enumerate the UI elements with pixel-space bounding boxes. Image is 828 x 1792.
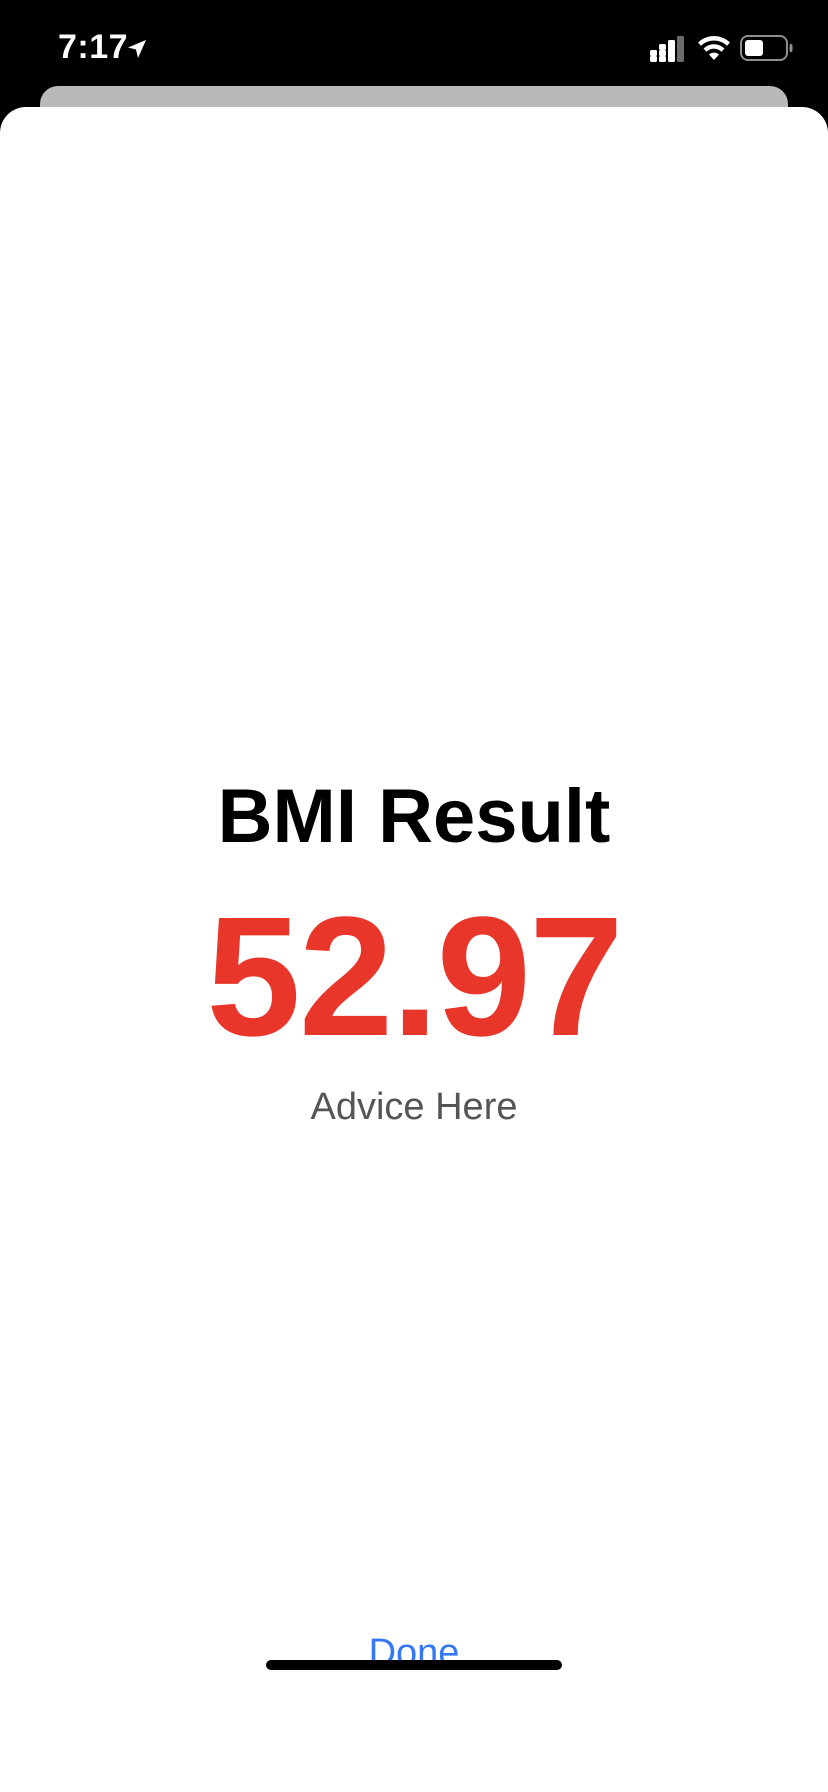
- page-title: BMI Result: [217, 774, 611, 859]
- result-sheet: BMI Result 52.97 Advice Here Done: [0, 107, 828, 1792]
- home-indicator: [266, 1660, 562, 1670]
- location-arrow-icon: [128, 40, 146, 58]
- advice-text: Advice Here: [310, 1086, 518, 1128]
- status-bar: 7:17: [0, 0, 828, 100]
- wifi-icon: [698, 36, 730, 60]
- done-button[interactable]: Done: [314, 1623, 514, 1683]
- cellular-signal-icon: [650, 36, 684, 62]
- bmi-value: 52.97: [206, 882, 623, 1072]
- status-time: 7:17: [58, 28, 129, 66]
- battery-icon: [740, 35, 793, 61]
